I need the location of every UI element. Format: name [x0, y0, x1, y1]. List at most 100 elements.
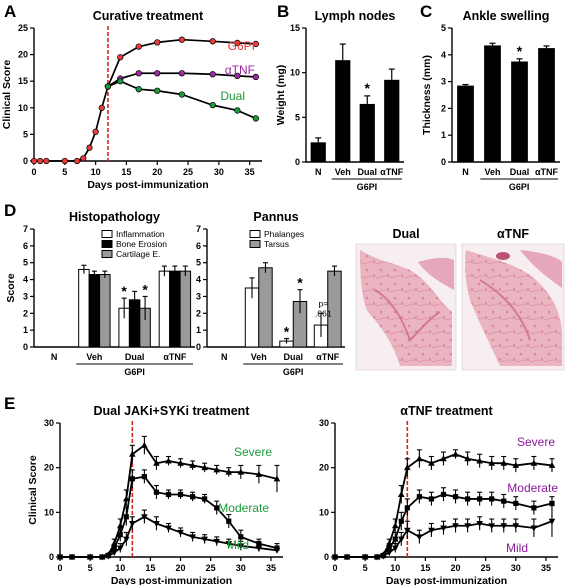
data-point-moderate [123, 514, 129, 520]
data-point-mild [68, 554, 76, 561]
y-tick-label: 5 [196, 258, 201, 268]
data-point-moderate [386, 545, 392, 551]
data-point-g6pi [86, 144, 93, 151]
significance-star: * [297, 275, 303, 291]
data-point-mild [488, 523, 496, 530]
data-point-dual [234, 107, 241, 114]
legend-swatch [101, 240, 113, 248]
data-point-mild [397, 536, 405, 543]
data-point-mild [129, 521, 136, 527]
y-axis-label: Clinical Score [27, 455, 39, 525]
category-label: Dual [510, 167, 530, 177]
data-point-moderate [256, 541, 262, 547]
data-point-mild [273, 547, 281, 554]
legend-label: Inflammation [116, 229, 165, 239]
data-point-mild [464, 523, 471, 530]
data-point-moderate [141, 474, 147, 480]
data-point-severe [237, 468, 245, 475]
x-tick-label: 0 [57, 563, 62, 573]
data-point-g6pi [234, 39, 241, 47]
bar-dual [359, 103, 375, 162]
data-point-severe [464, 455, 471, 462]
data-point-g6pi [61, 157, 68, 165]
data-point-moderate [129, 476, 135, 482]
data-point-dual [209, 101, 216, 109]
data-point-severe [391, 522, 399, 529]
data-point-mild [237, 543, 245, 550]
data-point-αtnf [178, 70, 186, 77]
data-point-g6pi [80, 155, 87, 162]
x-tick-label: 35 [245, 167, 255, 177]
group-label: G6PI [357, 182, 378, 192]
category-label: Veh [484, 167, 500, 177]
chart-dual-treatment: Dual JAKi+SYKi treatment 0 5 10 15 20 25 30 35 0 1… [27, 404, 283, 585]
x-tick-label: 5 [363, 563, 368, 573]
y-tick-label: 3 [23, 291, 28, 301]
data-point-mild [548, 518, 556, 525]
y-tick-label: 10 [18, 103, 28, 113]
data-point-αtnf [154, 70, 161, 77]
y-tick-label: 0 [23, 342, 28, 352]
data-point-moderate [398, 518, 404, 524]
x-tick-label: 10 [390, 563, 400, 573]
x-axis-label: Days post-immunization [111, 575, 232, 585]
bar-cartilage-e- [99, 274, 111, 348]
y-tick-label: 15 [18, 76, 28, 86]
data-point-mild [141, 514, 148, 521]
data-point-moderate [464, 496, 471, 502]
y-tick-label: 7 [196, 224, 201, 234]
data-point-moderate [428, 496, 435, 502]
data-point-moderate [489, 496, 495, 502]
histology-label-atnf: αTNF [497, 227, 529, 241]
data-point-severe [225, 468, 233, 475]
data-point-αtnf [252, 73, 259, 81]
group-label: G6PI [124, 367, 145, 377]
data-point-g6pi [117, 54, 124, 61]
data-point-mild [500, 523, 508, 530]
y-tick-label: 1 [196, 325, 201, 335]
y-tick-label: 15 [290, 23, 300, 33]
data-point-moderate [202, 496, 208, 502]
x-tick-label: 10 [91, 167, 101, 177]
x-tick-label: 25 [183, 167, 193, 177]
y-axis-label: Weight (mg) [275, 65, 287, 125]
data-point-moderate [392, 536, 398, 542]
y-tick-label: 10 [319, 507, 329, 517]
data-point-severe [476, 457, 483, 464]
data-point-moderate [531, 505, 537, 511]
category-label: Veh [335, 167, 351, 177]
data-point-mild [104, 553, 112, 560]
category-label: αTNF [380, 167, 404, 177]
significance-star: * [121, 283, 127, 299]
y-axis-label: Thickness (mm) [421, 55, 433, 135]
data-point-moderate [153, 489, 160, 495]
y-tick-label: 3 [441, 77, 446, 87]
data-point-g6pi [98, 104, 105, 111]
data-point-severe [153, 459, 160, 466]
y-tick-label: 1 [23, 325, 28, 335]
data-point-mild [225, 541, 233, 548]
y-tick-label: 5 [441, 23, 446, 33]
category-label: αTNF [316, 352, 340, 362]
chart-title: Ankle swelling [463, 9, 550, 23]
significance-star: * [365, 80, 371, 96]
y-axis-label: Clinical Score [1, 60, 13, 130]
series-label-severe: Severe [234, 445, 272, 459]
data-point-severe [488, 459, 496, 466]
data-point-mild [391, 545, 399, 552]
data-point-αtnf [135, 70, 142, 77]
category-label: αTNF [535, 167, 559, 177]
chart-pannus: Pannus 0 1 2 3 4 5 6 7 N Veh Dual * * αTNF PhalangesTar… [196, 210, 345, 377]
data-point-moderate [226, 518, 232, 524]
data-point-severe [189, 461, 196, 468]
data-point-severe [273, 475, 281, 482]
chart-title: Pannus [253, 210, 298, 224]
y-tick-label: 6 [23, 241, 28, 251]
y-tick-label: 30 [319, 418, 329, 428]
data-point-mild [476, 521, 483, 527]
panel-letter-b: B [277, 2, 289, 21]
x-tick-label: 0 [31, 167, 36, 177]
x-tick-label: 15 [145, 563, 155, 573]
x-tick-label: 30 [214, 167, 224, 177]
data-point-mild [343, 554, 351, 561]
